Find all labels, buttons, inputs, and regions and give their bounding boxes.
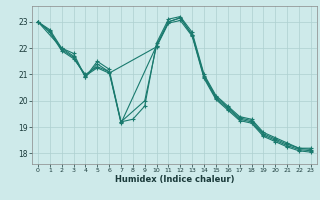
X-axis label: Humidex (Indice chaleur): Humidex (Indice chaleur) bbox=[115, 175, 234, 184]
